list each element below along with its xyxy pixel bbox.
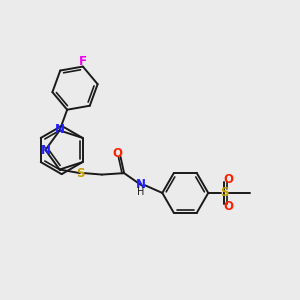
Text: F: F <box>79 55 87 68</box>
Text: S: S <box>76 167 84 180</box>
Text: O: O <box>223 200 233 213</box>
Text: H: H <box>137 187 145 197</box>
Text: O: O <box>112 148 122 160</box>
Text: S: S <box>220 186 229 200</box>
Text: O: O <box>223 173 233 186</box>
Text: N: N <box>136 178 146 191</box>
Text: N: N <box>55 123 64 136</box>
Text: N: N <box>41 144 51 157</box>
